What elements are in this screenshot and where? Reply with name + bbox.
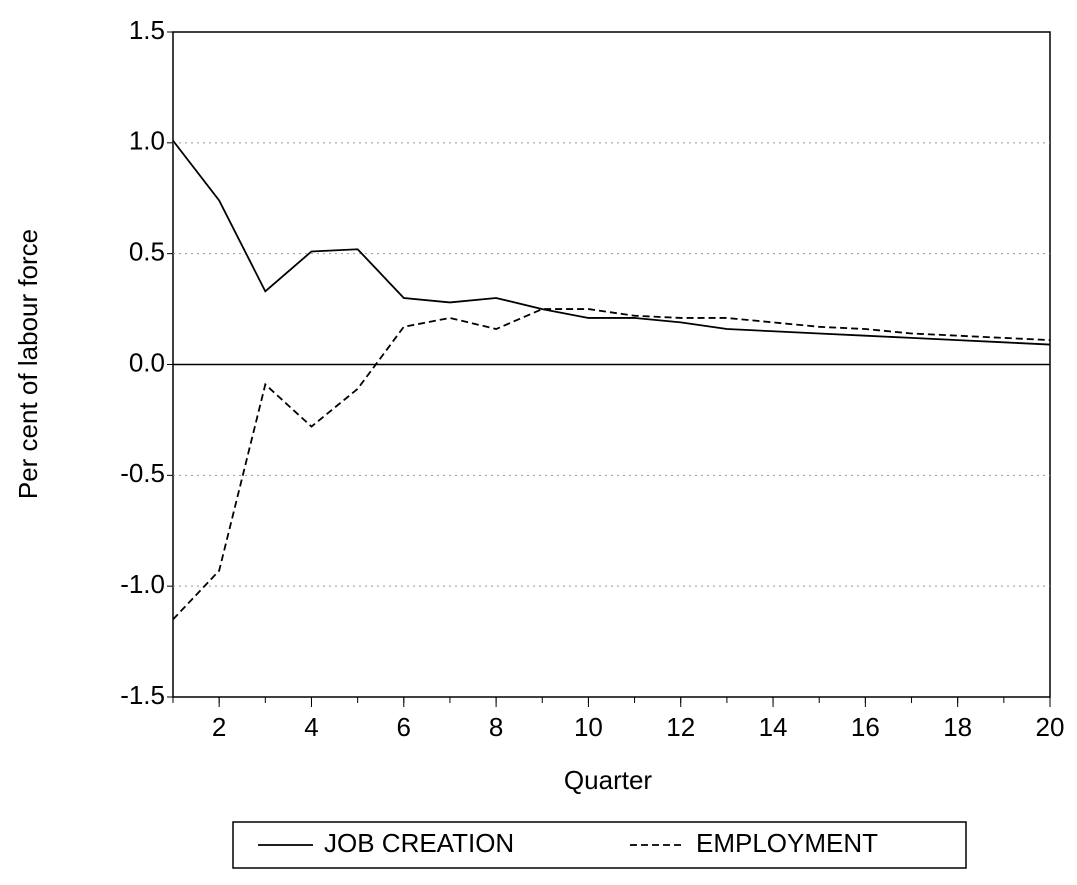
y-axis-label: Per cent of labour force: [13, 229, 43, 499]
y-tick-label: -0.5: [120, 458, 165, 488]
legend-label: JOB CREATION: [324, 828, 514, 858]
legend-box: [232, 821, 967, 869]
x-tick-label: 18: [943, 712, 972, 742]
y-tick-label: 1.5: [129, 15, 165, 45]
legend-label: EMPLOYMENT: [696, 828, 878, 858]
x-tick-label: 8: [489, 712, 503, 742]
x-tick-label: 20: [1036, 712, 1065, 742]
x-tick-label: 2: [212, 712, 226, 742]
x-axis-label: Quarter: [564, 765, 652, 795]
x-tick-label: 16: [851, 712, 880, 742]
x-tick-label: 10: [574, 712, 603, 742]
y-tick-label: 0.0: [129, 347, 165, 377]
line-series: [172, 140, 1051, 346]
y-tick-label: 1.0: [129, 126, 165, 156]
x-tick-label: 4: [304, 712, 318, 742]
y-tick-label: -1.5: [120, 680, 165, 710]
x-tick-label: 6: [397, 712, 411, 742]
x-tick-label: 12: [666, 712, 695, 742]
y-tick-label: 0.5: [129, 237, 165, 267]
x-tick-label: 14: [759, 712, 788, 742]
line-series: [172, 308, 1051, 621]
y-tick-label: -1.0: [120, 569, 165, 599]
